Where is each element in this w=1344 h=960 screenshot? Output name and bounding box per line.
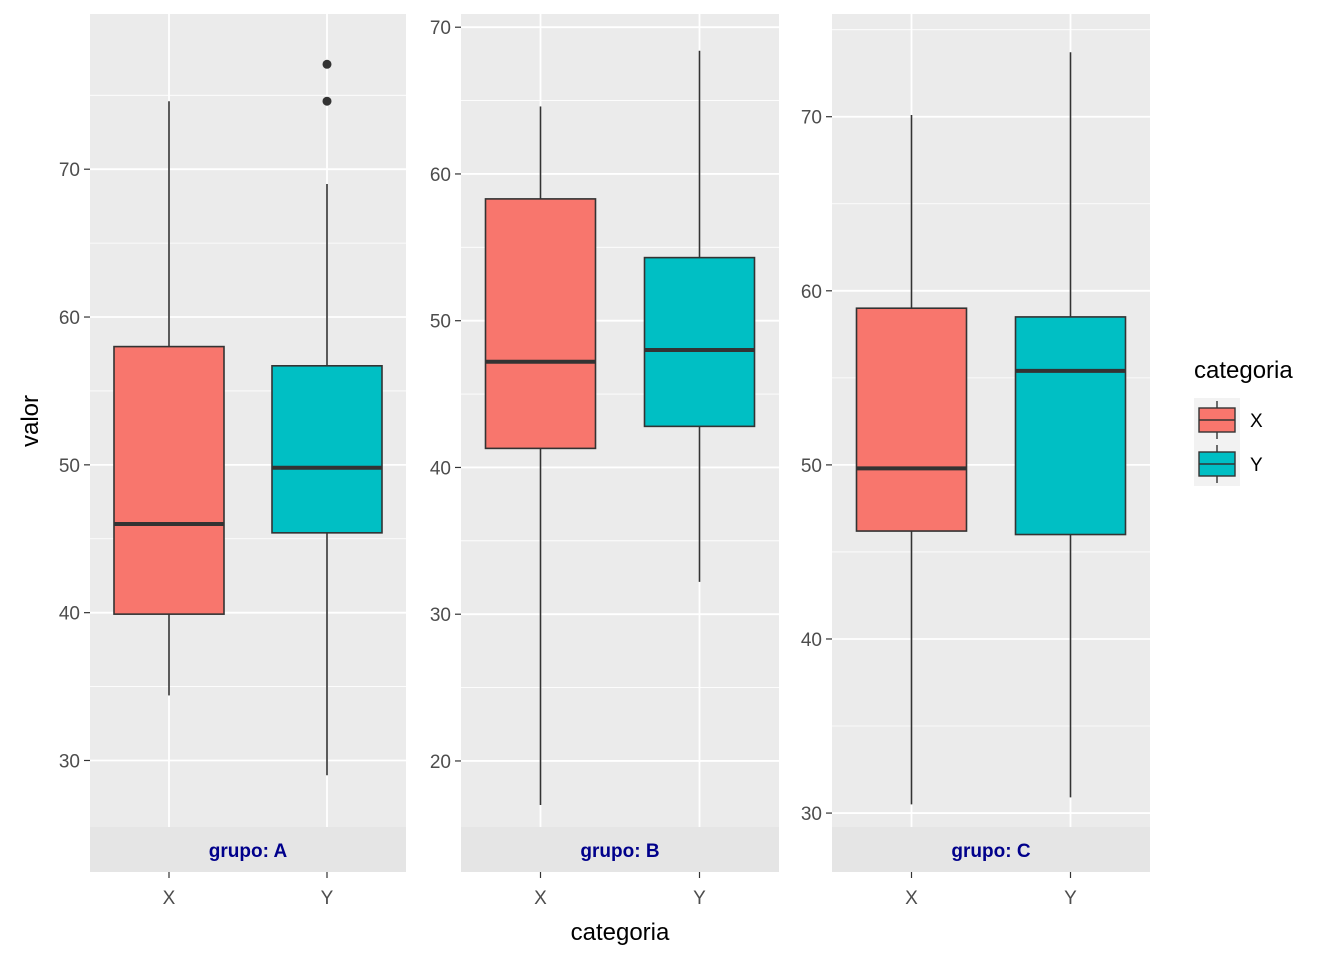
box-y bbox=[1014, 52, 1127, 798]
facet-panels: 30 40 50 60 70 grupo: A X Y 20 30 40 50 60 70 grupo: B… bbox=[59, 14, 1150, 909]
y-tick-label: 50 bbox=[430, 312, 451, 333]
legend-key-x: X bbox=[1194, 398, 1263, 442]
y-tick-label: 70 bbox=[59, 160, 80, 181]
legend: categoria X Y bbox=[1194, 357, 1293, 486]
facet-panel-2: 20 30 40 50 60 70 grupo: B X Y bbox=[430, 14, 779, 909]
y-tick-label: 70 bbox=[430, 18, 451, 39]
y-tick-label: 70 bbox=[801, 108, 822, 129]
strip-background bbox=[461, 827, 779, 872]
y-tick-label: 60 bbox=[801, 282, 822, 303]
box-x bbox=[484, 106, 597, 805]
strip-label: grupo: C bbox=[951, 841, 1030, 862]
y-tick-label: 60 bbox=[430, 165, 451, 186]
box-y bbox=[271, 59, 383, 776]
outlier-point bbox=[322, 96, 332, 106]
box-x bbox=[113, 101, 225, 696]
y-tick-label: 30 bbox=[430, 605, 451, 626]
y-tick-label: 20 bbox=[430, 752, 451, 773]
y-axis-title: valor bbox=[17, 395, 44, 447]
y-tick-label: 40 bbox=[430, 458, 451, 479]
outlier-point bbox=[322, 59, 332, 69]
y-tick-label: 40 bbox=[801, 630, 822, 651]
strip-background bbox=[832, 827, 1150, 872]
iqr-box bbox=[1014, 316, 1127, 536]
legend-key-y: Y bbox=[1194, 442, 1263, 486]
x-tick-label: X bbox=[905, 888, 918, 909]
x-tick-label: Y bbox=[1064, 888, 1077, 909]
strip-label: grupo: B bbox=[580, 841, 659, 862]
iqr-box bbox=[855, 307, 968, 532]
x-tick-label: Y bbox=[321, 888, 334, 909]
legend-label: X bbox=[1250, 411, 1263, 432]
facet-panel-1: 30 40 50 60 70 grupo: A X Y bbox=[59, 14, 406, 909]
x-tick-label: Y bbox=[693, 888, 706, 909]
iqr-box bbox=[484, 198, 597, 450]
y-tick-label: 50 bbox=[59, 456, 80, 477]
legend-label: Y bbox=[1250, 455, 1263, 476]
iqr-box bbox=[643, 256, 756, 428]
box-y bbox=[643, 50, 756, 582]
y-tick-label: 50 bbox=[801, 456, 822, 477]
y-tick-label: 40 bbox=[59, 604, 80, 625]
iqr-box bbox=[113, 345, 225, 615]
y-tick-label: 30 bbox=[801, 804, 822, 825]
x-tick-label: X bbox=[534, 888, 547, 909]
y-tick-label: 30 bbox=[59, 751, 80, 772]
x-axis-title: categoria bbox=[571, 919, 670, 946]
box-x bbox=[855, 114, 968, 805]
legend-title: categoria bbox=[1194, 357, 1293, 384]
strip-label: grupo: A bbox=[209, 841, 288, 862]
x-tick-label: X bbox=[163, 888, 176, 909]
facet-panel-3: 30 40 50 60 70 grupo: C X Y bbox=[801, 14, 1150, 909]
iqr-box bbox=[271, 365, 383, 534]
strip-background bbox=[90, 827, 406, 872]
y-tick-label: 60 bbox=[59, 308, 80, 329]
